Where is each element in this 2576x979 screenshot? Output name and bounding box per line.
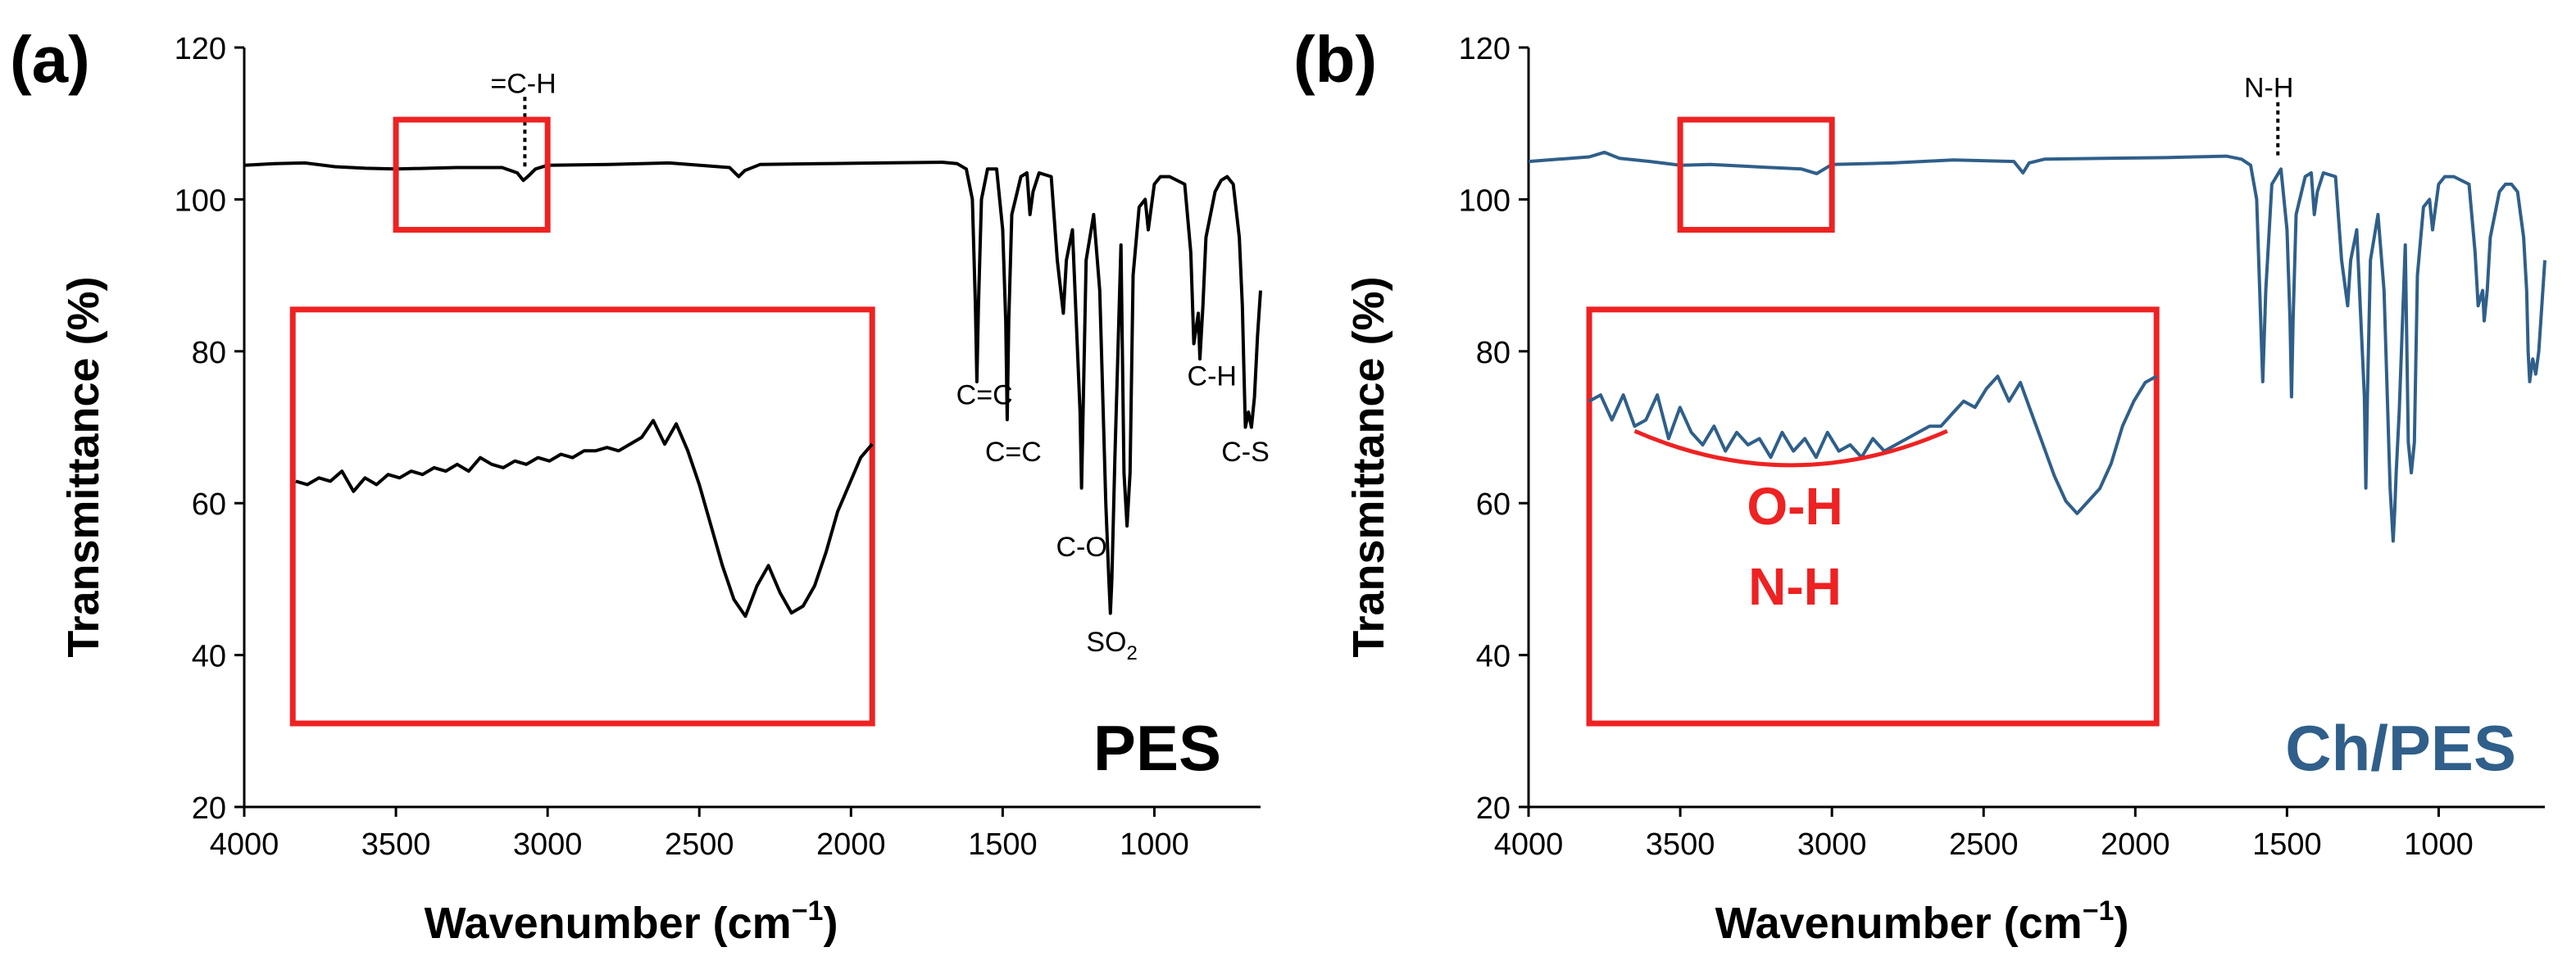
panel-b-y-axis-title: Transmittance (%) bbox=[1344, 276, 1393, 657]
x-title-text: Wavenumber (cm bbox=[425, 899, 792, 948]
panel-b-chpes-series-line bbox=[1528, 150, 2546, 543]
panel-b-chpes-spectrum: (b) 20 40 60 80 100 120 4000 3500 3000 2500 2000 15… bbox=[1293, 23, 2546, 948]
panel-a-x-axis-title: Wavenumber (cm−1) bbox=[425, 895, 838, 948]
x-title-close: ) bbox=[2114, 899, 2128, 948]
x-tick-label: 4000 bbox=[1494, 827, 1564, 862]
peak-label: C=C bbox=[985, 437, 1042, 468]
panel-a-pes-spectrum: (a) 20 40 60 80 100 120 4000 3500 3000 2500 2000 15… bbox=[10, 23, 1270, 948]
peak-label: =C-H bbox=[490, 69, 556, 100]
x-tick-label: 3500 bbox=[1646, 827, 1715, 862]
panel-b-x-axis-title: Wavenumber (cm−1) bbox=[1715, 895, 2129, 948]
panel-b-peak-annotations: N-H bbox=[2244, 72, 2293, 156]
peak-label-text: N-H bbox=[2244, 72, 2293, 103]
y-tick-label: 80 bbox=[1476, 336, 1511, 370]
x-tick-label: 1000 bbox=[2404, 827, 2474, 862]
peak-label-text: C=C bbox=[985, 437, 1042, 468]
panel-b-inset-series-line bbox=[1588, 374, 2158, 515]
y-tick-label: 60 bbox=[1476, 487, 1511, 522]
x-title-superscript: −1 bbox=[792, 895, 824, 927]
panel-b-nh-label: N-H bbox=[1748, 557, 1842, 616]
x-tick-label: 3000 bbox=[1797, 827, 1867, 862]
y-tick-label: 20 bbox=[1476, 791, 1511, 826]
peak-label: C-S bbox=[1221, 437, 1270, 468]
panel-a-inset-series-line bbox=[295, 419, 874, 619]
y-tick-label: 80 bbox=[192, 336, 226, 370]
panel-a-tick-labels: 20 40 60 80 100 120 4000 3500 3000 2500 2000 1500 10… bbox=[175, 32, 1189, 862]
panel-b-oh-nh-band-curve bbox=[1633, 428, 1948, 468]
y-tick-label: 40 bbox=[192, 640, 226, 674]
panel-b-label: (b) bbox=[1293, 23, 1377, 96]
y-tick-label: 20 bbox=[192, 791, 226, 826]
peak-label: N-H bbox=[2244, 72, 2293, 103]
peak-label-text: C-H bbox=[1188, 361, 1237, 392]
x-tick-label: 2000 bbox=[816, 827, 886, 862]
panel-a-label: (a) bbox=[10, 23, 90, 96]
peak-label-text: C-O bbox=[1056, 532, 1106, 563]
panel-a-pes-series-line bbox=[243, 161, 1262, 615]
y-tick-label: 60 bbox=[192, 487, 226, 522]
x-tick-label: 1500 bbox=[2252, 827, 2322, 862]
panel-b-oh-label: O-H bbox=[1747, 477, 1842, 536]
panel-b-inset-box bbox=[1586, 306, 2160, 727]
peak-label-text: SO bbox=[1086, 627, 1126, 658]
panel-b-axes bbox=[1519, 46, 2545, 817]
x-tick-label: 2000 bbox=[2101, 827, 2170, 862]
peak-label: C-O bbox=[1056, 532, 1106, 563]
x-tick-label: 4000 bbox=[210, 827, 279, 862]
panel-a-sample-label: PES bbox=[1093, 712, 1221, 784]
peak-label: SO2 bbox=[1086, 627, 1137, 664]
panel-b-sample-label: Ch/PES bbox=[2285, 712, 2516, 784]
peak-label: C-H bbox=[1188, 361, 1237, 392]
x-tick-label: 1000 bbox=[1120, 827, 1189, 862]
y-tick-label: 120 bbox=[1459, 32, 1511, 66]
x-tick-label: 2500 bbox=[665, 827, 734, 862]
x-tick-label: 3500 bbox=[361, 827, 431, 862]
x-title-superscript: −1 bbox=[2083, 895, 2115, 927]
x-title-text: Wavenumber (cm bbox=[1715, 899, 2083, 948]
panel-a-inset-box bbox=[289, 306, 875, 727]
x-tick-label: 2500 bbox=[1949, 827, 2019, 862]
panel-a-peak-annotations: =C-H C=C C=C C-O SO2 C-H C-S bbox=[490, 69, 1269, 664]
peak-label-text: C=C bbox=[956, 380, 1013, 411]
x-tick-label: 1500 bbox=[968, 827, 1038, 862]
y-tick-label: 100 bbox=[175, 184, 226, 218]
panel-a-zoom-box bbox=[393, 116, 551, 233]
peak-label-text: =C-H bbox=[490, 69, 556, 100]
peak-label-subscript: 2 bbox=[1127, 642, 1138, 664]
y-tick-label: 100 bbox=[1459, 184, 1511, 218]
y-tick-label: 40 bbox=[1476, 640, 1511, 674]
peak-label-text: C-S bbox=[1221, 437, 1270, 468]
x-tick-label: 3000 bbox=[513, 827, 583, 862]
y-tick-label: 120 bbox=[175, 32, 226, 66]
x-title-close: ) bbox=[823, 899, 838, 948]
peak-label: C=C bbox=[956, 380, 1013, 411]
panel-a-axes bbox=[234, 46, 1261, 817]
panel-b-zoom-box bbox=[1677, 116, 1835, 233]
panel-b-tick-labels: 20 40 60 80 100 120 4000 3500 3000 2500 2000 1500 10… bbox=[1459, 32, 2474, 862]
panel-a-y-axis-title: Transmittance (%) bbox=[59, 276, 108, 657]
